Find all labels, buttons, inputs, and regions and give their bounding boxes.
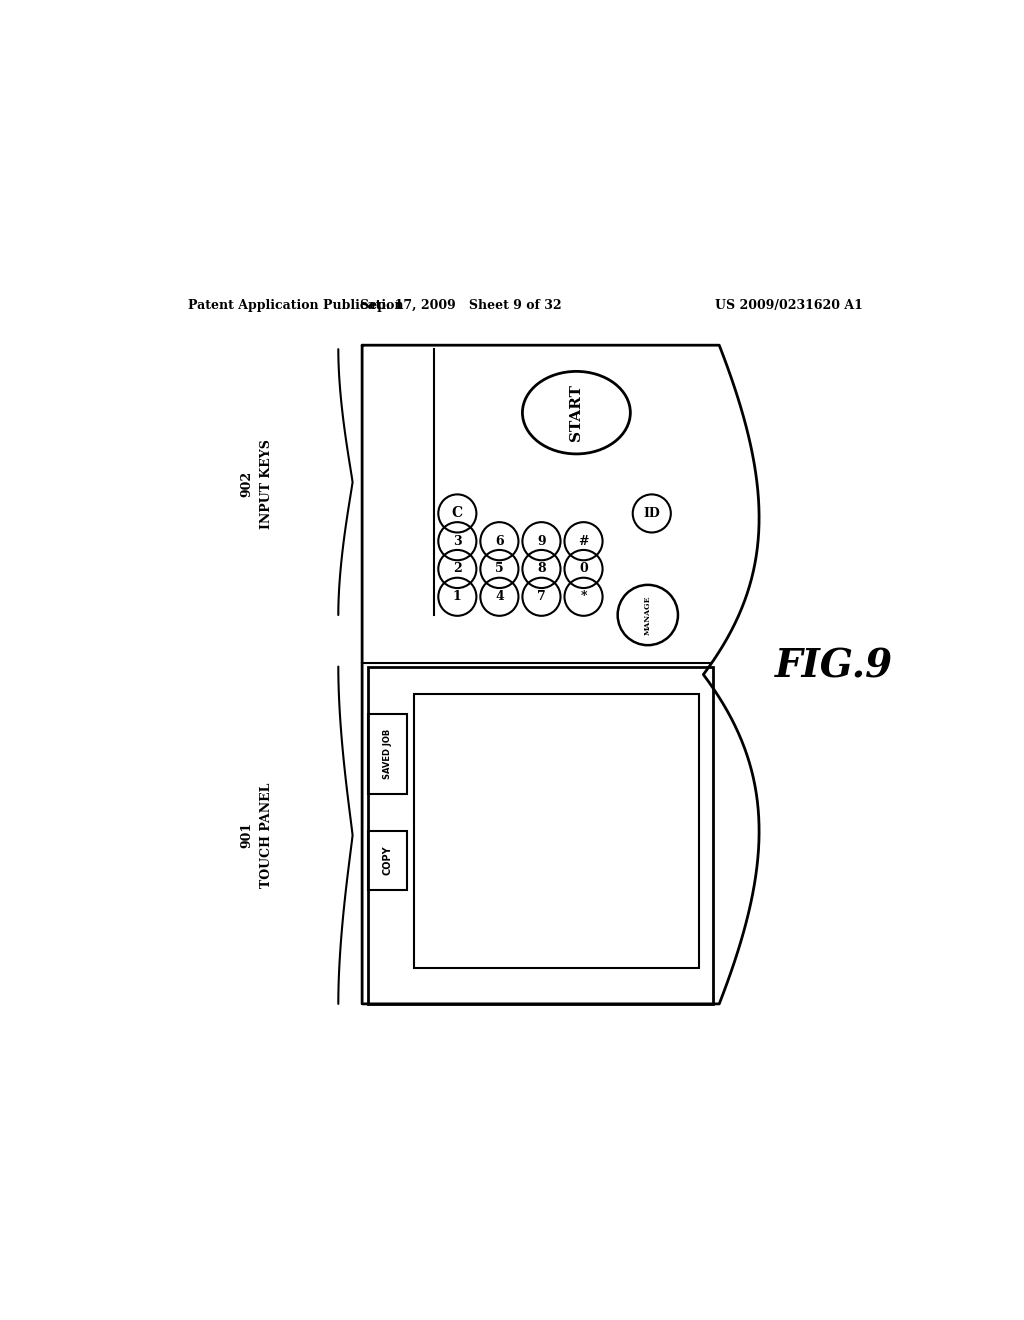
Text: START: START: [569, 384, 584, 441]
Bar: [414, 694, 699, 968]
Text: 902: 902: [241, 471, 254, 498]
Text: SAVED JOB: SAVED JOB: [383, 729, 392, 779]
Text: Sep. 17, 2009   Sheet 9 of 32: Sep. 17, 2009 Sheet 9 of 32: [360, 300, 562, 312]
Bar: [368, 667, 713, 1005]
Text: FIG.9: FIG.9: [775, 648, 893, 685]
Bar: [368, 714, 408, 793]
Text: MANAGE: MANAGE: [644, 595, 652, 635]
Text: 5: 5: [495, 562, 504, 576]
Text: #: #: [579, 535, 589, 548]
Text: 901: 901: [241, 822, 254, 847]
Text: 6: 6: [495, 535, 504, 548]
Bar: [368, 830, 408, 891]
Text: TOUCH PANEL: TOUCH PANEL: [260, 783, 273, 887]
Text: Patent Application Publication: Patent Application Publication: [187, 300, 403, 312]
Text: 4: 4: [495, 590, 504, 603]
Text: 2: 2: [453, 562, 462, 576]
Text: *: *: [581, 590, 587, 603]
Text: 7: 7: [538, 590, 546, 603]
Text: 9: 9: [538, 535, 546, 548]
Text: COPY: COPY: [383, 846, 392, 875]
Text: C: C: [452, 507, 463, 520]
Text: 3: 3: [453, 535, 462, 548]
Text: INPUT KEYS: INPUT KEYS: [260, 440, 273, 529]
Text: 1: 1: [453, 590, 462, 603]
Text: 8: 8: [538, 562, 546, 576]
Text: ID: ID: [643, 507, 660, 520]
Text: US 2009/0231620 A1: US 2009/0231620 A1: [715, 300, 863, 312]
Text: 0: 0: [580, 562, 588, 576]
